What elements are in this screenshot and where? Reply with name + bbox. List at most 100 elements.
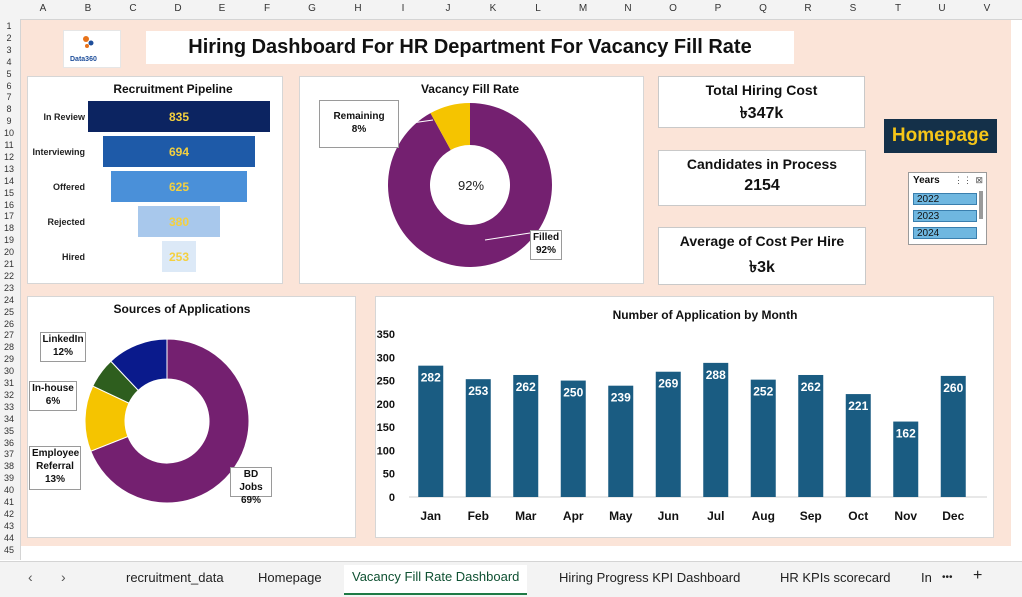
- row-header[interactable]: 5: [6, 68, 12, 79]
- column-header[interactable]: N: [624, 3, 632, 14]
- row-header[interactable]: 43: [3, 520, 14, 531]
- row-header[interactable]: 36: [3, 437, 14, 448]
- slicer-item-2024[interactable]: 2024: [913, 227, 977, 239]
- row-header[interactable]: 6: [6, 80, 12, 91]
- tab-in[interactable]: In: [921, 570, 932, 585]
- row-header[interactable]: 19: [3, 235, 14, 246]
- row-header[interactable]: 15: [3, 187, 14, 198]
- tab-homepage[interactable]: Homepage: [258, 570, 322, 585]
- tab-hiring-progress-kpi-dashboard[interactable]: Hiring Progress KPI Dashboard: [559, 570, 741, 585]
- row-header[interactable]: 35: [3, 425, 14, 436]
- tab-vacancy-fill-rate-dashboard[interactable]: Vacancy Fill Rate Dashboard: [344, 565, 528, 595]
- row-header[interactable]: 30: [3, 366, 14, 377]
- row-header[interactable]: 16: [3, 199, 14, 210]
- row-header[interactable]: 41: [3, 497, 14, 507]
- bar-feb[interactable]: [465, 379, 491, 497]
- bar-oct[interactable]: [845, 394, 871, 497]
- column-header[interactable]: L: [535, 3, 541, 14]
- funnel-bar[interactable]: 253: [162, 241, 196, 272]
- slicer-item-2022[interactable]: 2022: [913, 193, 977, 205]
- row-header[interactable]: 20: [3, 247, 14, 258]
- row-header[interactable]: 38: [3, 461, 14, 472]
- column-header[interactable]: I: [401, 3, 405, 14]
- row-header[interactable]: 33: [3, 401, 14, 412]
- funnel-bar[interactable]: 694: [103, 136, 255, 167]
- column-header[interactable]: G: [308, 3, 316, 14]
- column-header[interactable]: R: [804, 3, 812, 14]
- column-header[interactable]: P: [714, 3, 722, 14]
- bar-jan[interactable]: [418, 365, 444, 497]
- row-header[interactable]: 2: [6, 32, 12, 43]
- years-slicer[interactable]: Years ⋮⋮ ⊠ 2022 2023 2024: [908, 172, 987, 245]
- row-header[interactable]: 22: [3, 270, 14, 281]
- scroll-right-icon[interactable]: ›: [61, 569, 66, 585]
- bar-may[interactable]: [608, 385, 634, 497]
- row-header[interactable]: 26: [3, 318, 14, 329]
- column-header[interactable]: V: [983, 3, 991, 14]
- column-header[interactable]: J: [445, 3, 451, 14]
- bar-apr[interactable]: [560, 380, 586, 497]
- funnel-bar[interactable]: 380: [137, 206, 221, 237]
- row-header[interactable]: 40: [3, 485, 14, 496]
- bar-jul[interactable]: [703, 362, 729, 497]
- column-header[interactable]: T: [894, 3, 902, 14]
- column-header[interactable]: H: [354, 3, 362, 14]
- slicer-filter-icon[interactable]: ⋮⋮: [954, 175, 972, 185]
- funnel-bar[interactable]: 835: [88, 101, 270, 132]
- tab-hr-kpis-scorecard[interactable]: HR KPIs scorecard: [780, 570, 891, 585]
- row-header[interactable]: 25: [3, 306, 14, 317]
- source-slice[interactable]: [110, 338, 168, 392]
- row-header[interactable]: 42: [3, 508, 14, 519]
- row-header[interactable]: 4: [6, 56, 12, 67]
- column-header[interactable]: U: [938, 3, 946, 14]
- row-header[interactable]: 8: [6, 104, 12, 115]
- homepage-button[interactable]: Homepage: [884, 119, 997, 153]
- row-header[interactable]: 13: [3, 163, 14, 174]
- row-header[interactable]: 3: [6, 44, 12, 55]
- row-header[interactable]: 27: [3, 330, 14, 341]
- column-header[interactable]: F: [263, 3, 271, 14]
- column-header[interactable]: A: [39, 3, 47, 14]
- column-header[interactable]: S: [849, 3, 857, 14]
- row-header[interactable]: 24: [3, 294, 14, 305]
- tab-recruitment-data[interactable]: recruitment_data: [126, 570, 224, 585]
- filled-slice[interactable]: [388, 103, 552, 267]
- row-header[interactable]: 31: [3, 378, 14, 388]
- source-slice[interactable]: [90, 338, 250, 504]
- slicer-scrollbar[interactable]: [979, 191, 983, 219]
- row-header[interactable]: 7: [6, 92, 12, 103]
- bar-mar[interactable]: [513, 374, 539, 497]
- remaining-slice[interactable]: [430, 103, 470, 150]
- row-header[interactable]: 39: [3, 473, 14, 484]
- row-header[interactable]: 17: [3, 211, 14, 222]
- column-header[interactable]: B: [84, 3, 92, 14]
- add-sheet-icon[interactable]: +: [973, 567, 983, 584]
- slicer-clear-icon[interactable]: ⊠: [975, 175, 983, 185]
- column-header[interactable]: K: [489, 3, 497, 14]
- column-header[interactable]: E: [218, 3, 226, 14]
- bar-aug[interactable]: [750, 379, 776, 497]
- row-header[interactable]: 32: [3, 389, 14, 400]
- row-header[interactable]: 45: [3, 544, 14, 555]
- row-header[interactable]: 37: [3, 449, 14, 460]
- row-header[interactable]: 12: [3, 151, 14, 162]
- row-header[interactable]: 29: [3, 354, 14, 365]
- column-header[interactable]: Q: [759, 3, 767, 14]
- more-tabs-icon[interactable]: •••: [942, 572, 953, 583]
- bar-jun[interactable]: [655, 371, 681, 497]
- bar-sep[interactable]: [798, 374, 824, 497]
- row-header[interactable]: 44: [3, 532, 14, 543]
- column-header[interactable]: C: [129, 3, 137, 14]
- column-header[interactable]: O: [669, 3, 677, 14]
- bar-dec[interactable]: [940, 375, 966, 497]
- row-header[interactable]: 34: [3, 413, 14, 424]
- slicer-item-2023[interactable]: 2023: [913, 210, 977, 222]
- row-header[interactable]: 28: [3, 342, 14, 353]
- column-header[interactable]: D: [174, 3, 182, 14]
- row-header[interactable]: 11: [4, 140, 14, 150]
- row-header[interactable]: 1: [6, 21, 12, 31]
- row-header[interactable]: 14: [3, 175, 14, 186]
- row-header[interactable]: 18: [3, 223, 14, 234]
- funnel-bar[interactable]: 625: [110, 171, 248, 202]
- row-header[interactable]: 23: [3, 282, 14, 293]
